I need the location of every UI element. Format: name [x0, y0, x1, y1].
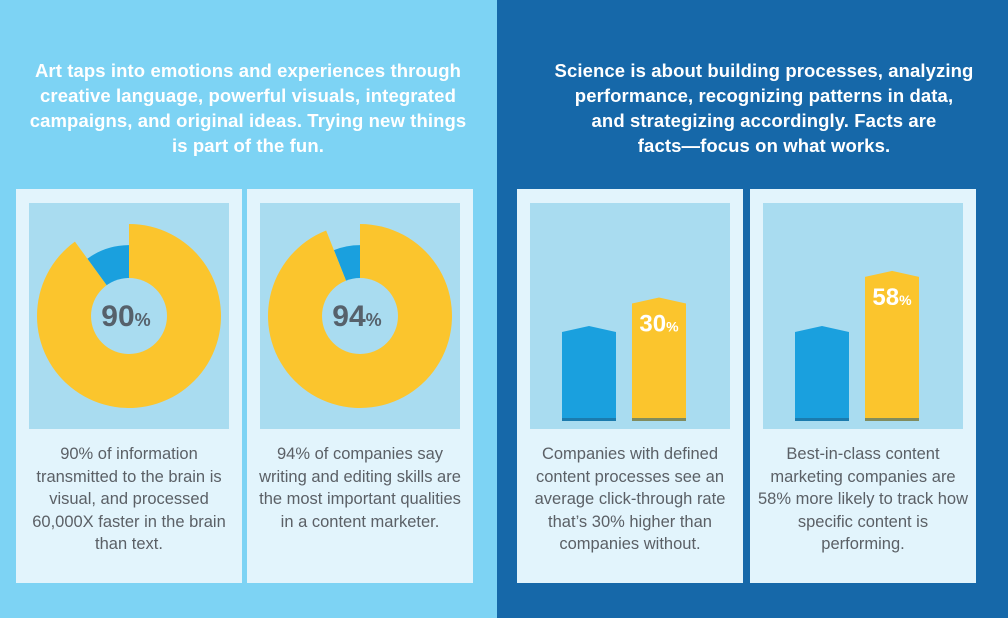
donut-hole [91, 278, 167, 354]
bar-base-shadow [865, 418, 919, 421]
donut-chart-figure: 94% [260, 203, 460, 429]
bar-value-label: 58% [872, 284, 912, 311]
bar-baseline [562, 326, 616, 421]
bar-chart-figure: 58% [763, 203, 963, 429]
card-caption: Companies with defined content processes… [534, 445, 726, 553]
stat-card-visual-info: 90% 90% of information transmitted to th… [16, 189, 242, 583]
stat-card-writing-skills: 94% 94% of companies say writing and edi… [247, 189, 473, 583]
donut-chart-90: 90% [36, 224, 221, 408]
donut-hole [322, 278, 398, 354]
art-headline: Art taps into emotions and experiences t… [29, 60, 467, 156]
bar-chart-figure: 30% [530, 203, 730, 429]
art-panel: Art taps into emotions and experiences t… [0, 0, 497, 618]
science-headline: Science is about building processes, ana… [554, 60, 974, 156]
bar-base-shadow [632, 418, 686, 421]
card-caption: Best-in-class content marketing companie… [758, 445, 968, 553]
bar-base-shadow [562, 418, 616, 421]
stat-card-tracking: 58% Best-in-class content marketing comp… [750, 189, 976, 583]
donut-chart-94: 94% [268, 224, 452, 408]
bar-chart-58: 58% [795, 270, 919, 421]
bar-base-shadow [795, 418, 849, 421]
bar-value-label: 30% [639, 311, 679, 338]
bar-baseline [795, 326, 849, 421]
card-caption: 90% of information transmitted to the br… [32, 445, 226, 553]
donut-center-label: 94% [332, 300, 381, 333]
donut-center-label: 90% [101, 300, 150, 333]
donut-chart-figure: 90% [29, 203, 229, 429]
bar-chart-30: 30% [562, 297, 686, 421]
bar-highlight [632, 297, 686, 421]
bar-highlight [865, 270, 919, 421]
science-panel: Science is about building processes, ana… [497, 0, 1008, 618]
card-caption: 94% of companies say writing and editing… [259, 445, 461, 531]
stat-card-click-through: 30% Companies with defined content proce… [517, 189, 743, 583]
